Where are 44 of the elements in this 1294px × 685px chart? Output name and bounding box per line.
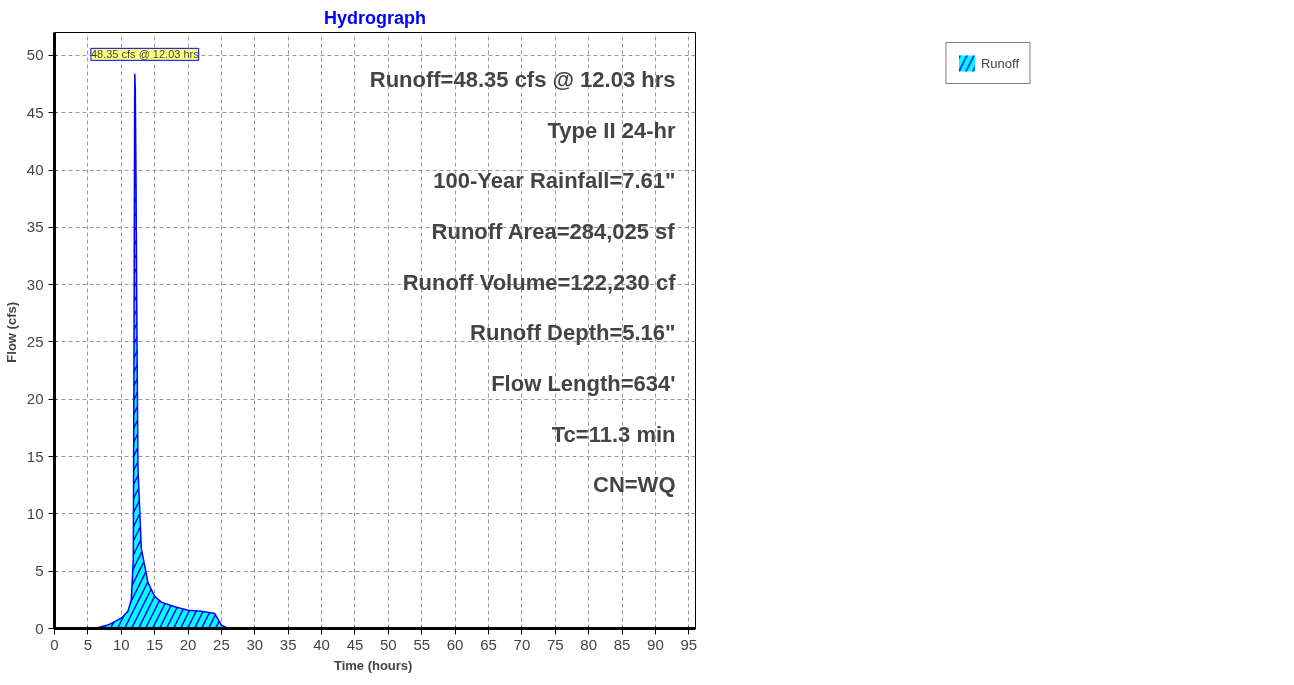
y-tick-label: 30 xyxy=(26,275,44,293)
x-tick-label: 55 xyxy=(413,635,431,653)
annotation: Runoff=48.35 cfs @ 12.03 hrs xyxy=(369,67,676,93)
x-tick-label: 5 xyxy=(83,635,93,653)
x-tick-label: 65 xyxy=(480,635,497,653)
annotation: Runoff Volume=122,230 cf xyxy=(402,269,677,295)
x-tick-label: 10 xyxy=(112,635,130,653)
x-tick-label: 70 xyxy=(513,635,531,653)
annotation: Flow Length=634' xyxy=(491,371,676,397)
x-tick-label: 25 xyxy=(213,635,230,653)
x-tick-label: 45 xyxy=(346,635,364,653)
y-tick-label: 10 xyxy=(26,504,44,522)
x-tick-label: 95 xyxy=(680,635,698,653)
y-tick-label: 5 xyxy=(35,562,44,580)
annotation: Runoff Area=284,025 sf xyxy=(431,219,676,245)
annotation: 100-Year Rainfall=7.61" xyxy=(433,168,676,194)
annotation: Tc=11.3 min xyxy=(551,421,676,447)
x-tick-label: 85 xyxy=(613,635,631,653)
x-tick-label: 35 xyxy=(279,635,297,653)
y-tick-label: 20 xyxy=(26,390,44,408)
x-tick-label: 90 xyxy=(647,635,664,653)
chart-title: Hydrograph xyxy=(324,7,427,28)
y-tick-label: 15 xyxy=(26,447,44,465)
annotation: CN=WQ xyxy=(593,472,676,498)
x-tick-label: 30 xyxy=(246,635,264,653)
x-tick-label: 0 xyxy=(50,635,59,653)
y-tick-label: 0 xyxy=(35,619,44,637)
y-tick-label: 50 xyxy=(26,46,44,64)
x-tick-label: 50 xyxy=(380,635,397,653)
y-tick-label: 40 xyxy=(26,161,44,179)
x-axis-title: Time (hours) xyxy=(333,657,413,673)
x-tick-label: 40 xyxy=(313,635,330,653)
annotation: Runoff Depth=5.16" xyxy=(470,320,676,346)
x-tick-label: 20 xyxy=(179,635,197,653)
x-tick-label: 75 xyxy=(546,635,564,653)
annotation: Type II 24-hr xyxy=(547,117,676,143)
y-tick-label: 25 xyxy=(26,332,44,350)
x-tick-label: 60 xyxy=(446,635,464,653)
legend-label: Runoff xyxy=(980,55,1020,71)
x-tick-label: 15 xyxy=(146,635,163,653)
y-tick-label: 35 xyxy=(26,218,44,236)
y-axis-title: Flow (cfs) xyxy=(3,301,19,363)
y-tick-label: 45 xyxy=(26,103,44,121)
x-tick-label: 80 xyxy=(580,635,598,653)
